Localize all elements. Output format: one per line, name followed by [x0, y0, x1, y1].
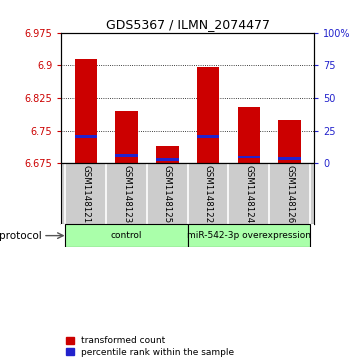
Text: GSM1148126: GSM1148126 [285, 165, 294, 223]
Bar [116, 111, 138, 163]
Text: GSM1148125: GSM1148125 [163, 165, 172, 223]
Text: GSM1148121: GSM1148121 [81, 165, 90, 223]
Title: GDS5367 / ILMN_2074477: GDS5367 / ILMN_2074477 [106, 19, 270, 32]
Bar [197, 68, 219, 163]
Text: protocol: protocol [0, 231, 42, 241]
Bar [238, 107, 260, 163]
Bar [278, 157, 301, 160]
Bar [197, 135, 219, 138]
Bar [188, 224, 310, 247]
Bar [156, 146, 179, 163]
Bar [156, 158, 179, 161]
Bar [238, 156, 260, 158]
Bar [75, 59, 97, 163]
Text: GSM1148123: GSM1148123 [122, 165, 131, 223]
Bar [278, 120, 301, 163]
Bar [75, 135, 97, 138]
Legend: transformed count, percentile rank within the sample: transformed count, percentile rank withi… [66, 337, 234, 357]
Bar [65, 224, 188, 247]
Text: GSM1148122: GSM1148122 [204, 165, 213, 223]
Text: GSM1148124: GSM1148124 [244, 165, 253, 223]
Text: control: control [111, 231, 142, 240]
Bar [116, 154, 138, 157]
Text: miR-542-3p overexpression: miR-542-3p overexpression [187, 231, 311, 240]
